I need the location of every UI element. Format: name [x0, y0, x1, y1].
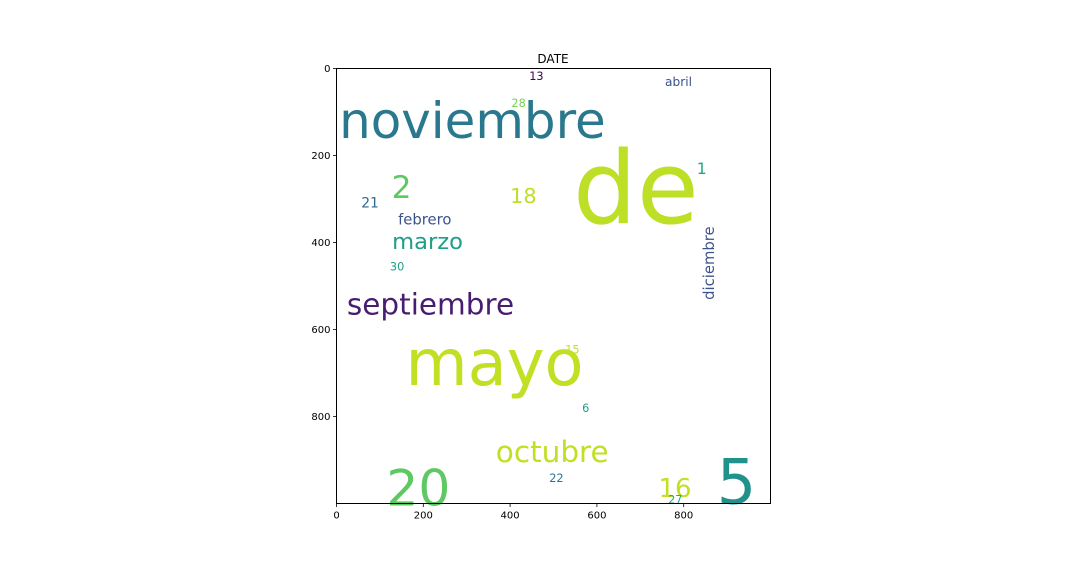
word-4: 20 — [386, 459, 450, 518]
word-14: 1 — [697, 160, 707, 178]
word-21: 22 — [549, 472, 563, 485]
word-18: 30 — [390, 260, 404, 273]
x-tick-label-3: 600 — [587, 511, 606, 522]
word-17: 28 — [511, 97, 525, 110]
word-1: noviembre — [339, 92, 606, 150]
word-6: octubre — [496, 435, 609, 469]
y-tick-label-2: 400 — [311, 238, 330, 249]
x-axis: 0 200 400 600 800 — [333, 503, 693, 522]
word-7: marzo — [392, 229, 463, 255]
word-5: septiembre — [347, 287, 514, 321]
word-8: 2 — [392, 170, 412, 206]
word-2: mayo — [406, 327, 584, 401]
y-tick-label-3: 600 — [311, 325, 330, 336]
chart-title: DATE — [537, 52, 568, 66]
word-15: abril — [665, 75, 692, 89]
x-tick-label-1: 200 — [414, 511, 433, 522]
word-3: 5 — [717, 446, 757, 519]
word-22: 27 — [668, 494, 682, 507]
word-10: 18 — [510, 184, 536, 208]
y-axis: 0 200 400 600 800 — [311, 64, 337, 423]
x-tick-label-2: 400 — [501, 511, 520, 522]
word-19: 15 — [565, 343, 579, 356]
word-11: diciembre — [701, 226, 718, 300]
word-12: febrero — [398, 212, 451, 229]
y-tick-label-1: 200 — [311, 151, 330, 162]
y-tick-label-4: 800 — [311, 412, 330, 423]
word-0: de — [573, 130, 699, 247]
plot-frame — [336, 68, 771, 504]
word-9: 16 — [659, 474, 692, 504]
word-13: 21 — [361, 196, 379, 212]
word-16: 13 — [529, 70, 543, 83]
word-20: 6 — [582, 402, 589, 415]
x-tick-label-0: 0 — [333, 511, 339, 522]
x-tick-label-4: 800 — [674, 511, 693, 522]
y-tick-label-0: 0 — [324, 64, 330, 75]
